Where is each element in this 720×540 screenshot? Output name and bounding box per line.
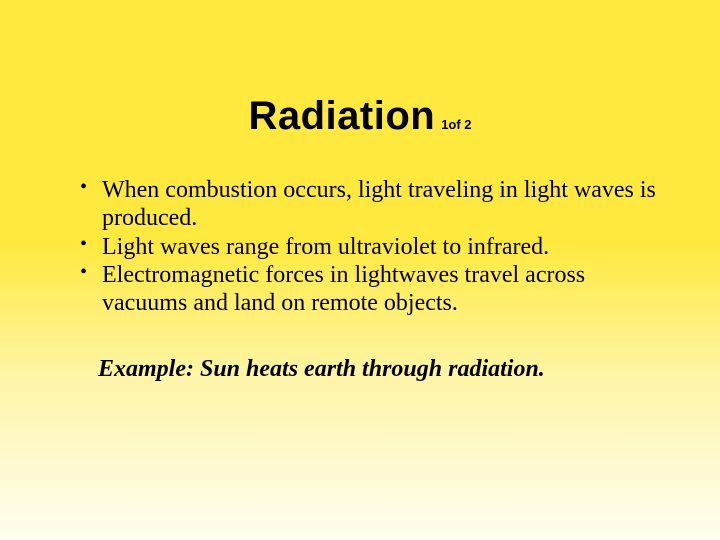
slide-title: Radiation xyxy=(248,94,435,138)
bullet-list: When combustion occurs, light traveling … xyxy=(76,176,660,318)
slide: Radiation 1of 2 When combustion occurs, l… xyxy=(0,0,720,540)
example-text: Example: Sun heats earth through radiati… xyxy=(98,356,660,383)
bullet-item: Electromagnetic forces in lightwaves tra… xyxy=(76,261,660,318)
bullet-item: Light waves range from ultraviolet to in… xyxy=(76,233,660,261)
bullet-item: When combustion occurs, light traveling … xyxy=(76,176,660,233)
title-area: Radiation 1of 2 xyxy=(0,94,720,139)
page-indicator: 1of 2 xyxy=(441,117,471,132)
